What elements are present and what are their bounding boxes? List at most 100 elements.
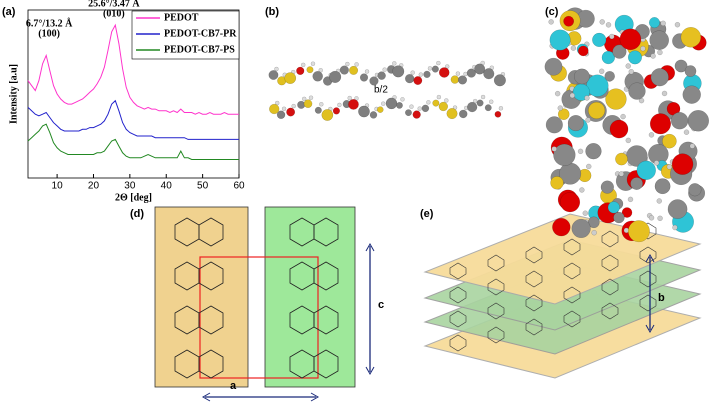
atom bbox=[688, 183, 702, 197]
atom bbox=[382, 67, 387, 72]
atom bbox=[554, 90, 561, 97]
atom bbox=[436, 94, 442, 100]
atom bbox=[585, 143, 602, 160]
atom bbox=[319, 102, 324, 107]
x-tick-label: 30 bbox=[124, 181, 136, 192]
atom bbox=[314, 106, 322, 114]
atom bbox=[605, 88, 627, 110]
atom bbox=[585, 163, 592, 170]
atom bbox=[484, 104, 492, 112]
atom bbox=[349, 65, 359, 75]
atom bbox=[577, 148, 584, 155]
atom bbox=[604, 70, 615, 82]
atom bbox=[431, 65, 439, 73]
atom bbox=[592, 32, 607, 48]
atom bbox=[618, 171, 625, 177]
atom bbox=[498, 106, 504, 111]
atom bbox=[303, 99, 313, 109]
atom bbox=[585, 117, 591, 123]
ring bbox=[563, 238, 581, 256]
atom bbox=[450, 75, 460, 84]
annotation: 6.7°/13.2 Å bbox=[26, 18, 73, 30]
molecular-models bbox=[268, 7, 710, 243]
atom bbox=[557, 108, 570, 120]
atom bbox=[432, 99, 440, 107]
atom bbox=[348, 99, 359, 110]
panel-label: (e) bbox=[420, 208, 434, 220]
atom bbox=[609, 119, 629, 139]
axis-label: a bbox=[230, 380, 237, 392]
atom bbox=[551, 146, 557, 152]
atom bbox=[392, 61, 397, 66]
atom bbox=[410, 70, 415, 75]
ring bbox=[198, 349, 224, 379]
atom bbox=[683, 129, 690, 135]
atom bbox=[310, 61, 316, 66]
atom bbox=[376, 106, 384, 113]
atom bbox=[488, 99, 494, 104]
atom bbox=[354, 62, 359, 67]
atom bbox=[601, 50, 615, 65]
atom bbox=[621, 207, 633, 218]
atom bbox=[281, 106, 287, 112]
atom bbox=[656, 198, 663, 204]
atom bbox=[476, 99, 484, 107]
ring bbox=[313, 261, 339, 291]
atom bbox=[284, 72, 297, 84]
arrow-head bbox=[365, 242, 375, 376]
ring bbox=[601, 254, 619, 272]
atom bbox=[446, 108, 458, 120]
atom bbox=[573, 68, 590, 85]
atom bbox=[423, 70, 431, 79]
annotation: 25.6°/3.47 Å bbox=[88, 0, 140, 9]
atom bbox=[657, 49, 663, 56]
atom bbox=[670, 112, 689, 130]
ring bbox=[449, 286, 467, 304]
atom bbox=[300, 62, 306, 68]
ring bbox=[487, 254, 505, 272]
x-tick-label: 40 bbox=[161, 181, 173, 192]
atom bbox=[291, 103, 296, 109]
ring bbox=[487, 326, 505, 344]
chain-backdrop bbox=[264, 206, 356, 388]
atom bbox=[269, 103, 280, 115]
atom bbox=[276, 110, 286, 120]
ring bbox=[487, 302, 505, 320]
atom bbox=[628, 68, 635, 75]
atom bbox=[598, 68, 605, 75]
ring bbox=[198, 305, 224, 335]
panel-d: c a bbox=[154, 206, 384, 402]
atom bbox=[369, 76, 379, 86]
atom bbox=[436, 60, 441, 66]
atom bbox=[579, 187, 585, 193]
atom bbox=[458, 109, 468, 119]
atom bbox=[609, 33, 615, 40]
atom bbox=[667, 199, 688, 219]
atom bbox=[548, 19, 554, 25]
atom bbox=[627, 50, 642, 65]
axis-label: c bbox=[378, 299, 384, 311]
atom bbox=[586, 74, 609, 97]
atom bbox=[274, 66, 279, 72]
y-axis-label: Intensity [a.u] bbox=[8, 64, 19, 124]
atom bbox=[286, 107, 296, 117]
atom bbox=[591, 229, 597, 236]
atom bbox=[545, 116, 563, 134]
x-tick-label: 20 bbox=[88, 181, 100, 192]
atom bbox=[472, 98, 478, 104]
atom bbox=[625, 63, 631, 69]
atom bbox=[426, 100, 431, 105]
x-tick-label: 60 bbox=[233, 181, 245, 192]
atom bbox=[359, 73, 369, 82]
atom bbox=[480, 94, 486, 100]
atom bbox=[613, 211, 625, 224]
atom bbox=[615, 152, 628, 166]
ring bbox=[449, 334, 467, 352]
atom bbox=[584, 95, 590, 101]
panel-label: (a) bbox=[2, 6, 16, 18]
atom bbox=[552, 217, 571, 237]
atom bbox=[672, 224, 678, 231]
atom bbox=[550, 176, 564, 190]
atom bbox=[648, 17, 660, 29]
